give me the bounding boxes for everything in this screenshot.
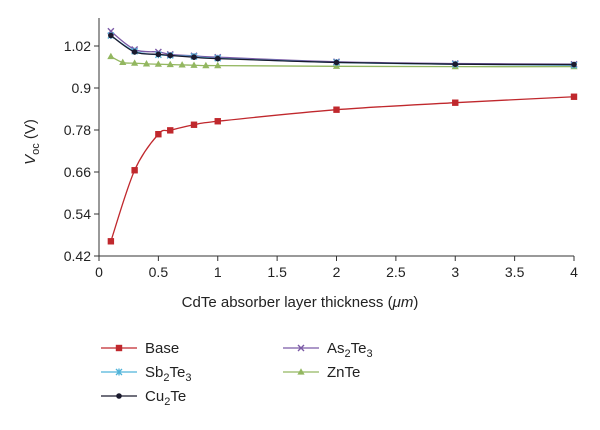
axes-group: 0.42 0.54 0.66 0.78 0.9 1.02 0 0.5 1 1.5 2 2.5 3 3.5 4 bbox=[64, 18, 578, 280]
data-point bbox=[570, 93, 578, 100]
x-tick-label: 1.5 bbox=[267, 264, 287, 280]
x-tick-label: 1 bbox=[214, 264, 222, 280]
data-point bbox=[142, 60, 151, 67]
data-point bbox=[131, 49, 138, 55]
data-point bbox=[190, 121, 198, 128]
x-axis-title-main: CdTe absorber layer thickness ( bbox=[182, 294, 393, 311]
data-point bbox=[167, 127, 174, 134]
x-tick-label: 4 bbox=[570, 264, 578, 280]
data-point bbox=[452, 99, 459, 106]
data-point bbox=[107, 52, 115, 60]
y-axis-title: Voc (V) bbox=[22, 119, 42, 165]
series-group bbox=[107, 27, 578, 245]
y-tick-label: 0.9 bbox=[72, 80, 92, 96]
y-tick-label: 0.54 bbox=[64, 206, 91, 222]
series-line bbox=[110, 34, 575, 66]
legend-swatch-marker bbox=[115, 368, 123, 376]
legend-item-base: Base bbox=[101, 340, 179, 357]
legend-label: Base bbox=[145, 340, 179, 357]
y-axis-title-var: V bbox=[22, 153, 39, 165]
y-axis-title-unit: (V) bbox=[22, 119, 39, 143]
data-point bbox=[155, 51, 162, 58]
y-tick-label: 1.02 bbox=[64, 38, 91, 54]
legend-swatch-marker bbox=[297, 368, 305, 375]
data-point bbox=[155, 131, 162, 138]
x-tick-label: 3 bbox=[451, 264, 459, 280]
data-point bbox=[166, 60, 174, 68]
legend-item-sb2te3: Sb2Te3 bbox=[101, 364, 191, 384]
data-point bbox=[108, 32, 114, 39]
data-point bbox=[214, 55, 221, 62]
x-tick-label: 3.5 bbox=[505, 264, 525, 280]
legend: Base Sb2Te3 Cu2Te As2Te3 ZnTe bbox=[101, 340, 373, 408]
data-point bbox=[191, 54, 197, 60]
data-point bbox=[167, 52, 174, 59]
series-line bbox=[110, 30, 575, 65]
legend-label: Sb2Te3 bbox=[145, 364, 191, 384]
series-cu2te bbox=[108, 32, 577, 68]
data-point bbox=[333, 106, 340, 113]
legend-label: Cu2Te bbox=[145, 388, 186, 408]
y-tick-label: 0.42 bbox=[64, 248, 91, 264]
y-tick-label: 0.66 bbox=[64, 164, 91, 180]
data-point bbox=[107, 238, 115, 245]
series-line bbox=[110, 34, 575, 66]
y-tick-label: 0.78 bbox=[64, 122, 91, 138]
data-point bbox=[333, 59, 340, 66]
legend-swatch-marker bbox=[297, 344, 305, 352]
legend-swatch-marker bbox=[115, 344, 123, 352]
legend-item-znte: ZnTe bbox=[283, 364, 360, 381]
data-point bbox=[178, 61, 186, 68]
x-tick-label: 2 bbox=[333, 264, 341, 280]
data-point bbox=[214, 61, 222, 69]
data-point bbox=[571, 61, 577, 68]
data-point bbox=[202, 61, 210, 69]
series-base bbox=[107, 93, 578, 245]
series-line bbox=[110, 96, 575, 242]
x-tick-label: 0.5 bbox=[149, 264, 169, 280]
x-tick-label: 0 bbox=[95, 264, 103, 280]
series-as2te3 bbox=[107, 27, 578, 68]
data-point bbox=[154, 60, 162, 67]
data-point bbox=[452, 61, 459, 67]
x-axis-title-close: ) bbox=[413, 294, 418, 311]
legend-swatch-marker bbox=[116, 393, 122, 399]
data-point bbox=[131, 59, 139, 66]
legend-item-as2te3: As2Te3 bbox=[283, 340, 373, 360]
legend-label: As2Te3 bbox=[327, 340, 373, 360]
data-point bbox=[190, 61, 198, 68]
y-axis-title-sub: oc bbox=[30, 143, 42, 155]
legend-item-cu2te: Cu2Te bbox=[101, 388, 186, 408]
legend-label: ZnTe bbox=[327, 364, 360, 381]
x-axis-title: CdTe absorber layer thickness (μm) bbox=[182, 294, 419, 311]
x-tick-label: 2.5 bbox=[386, 264, 406, 280]
data-point bbox=[131, 167, 138, 174]
data-point bbox=[119, 58, 127, 66]
x-axis-title-unit: μm bbox=[392, 294, 414, 311]
data-point bbox=[214, 118, 221, 125]
